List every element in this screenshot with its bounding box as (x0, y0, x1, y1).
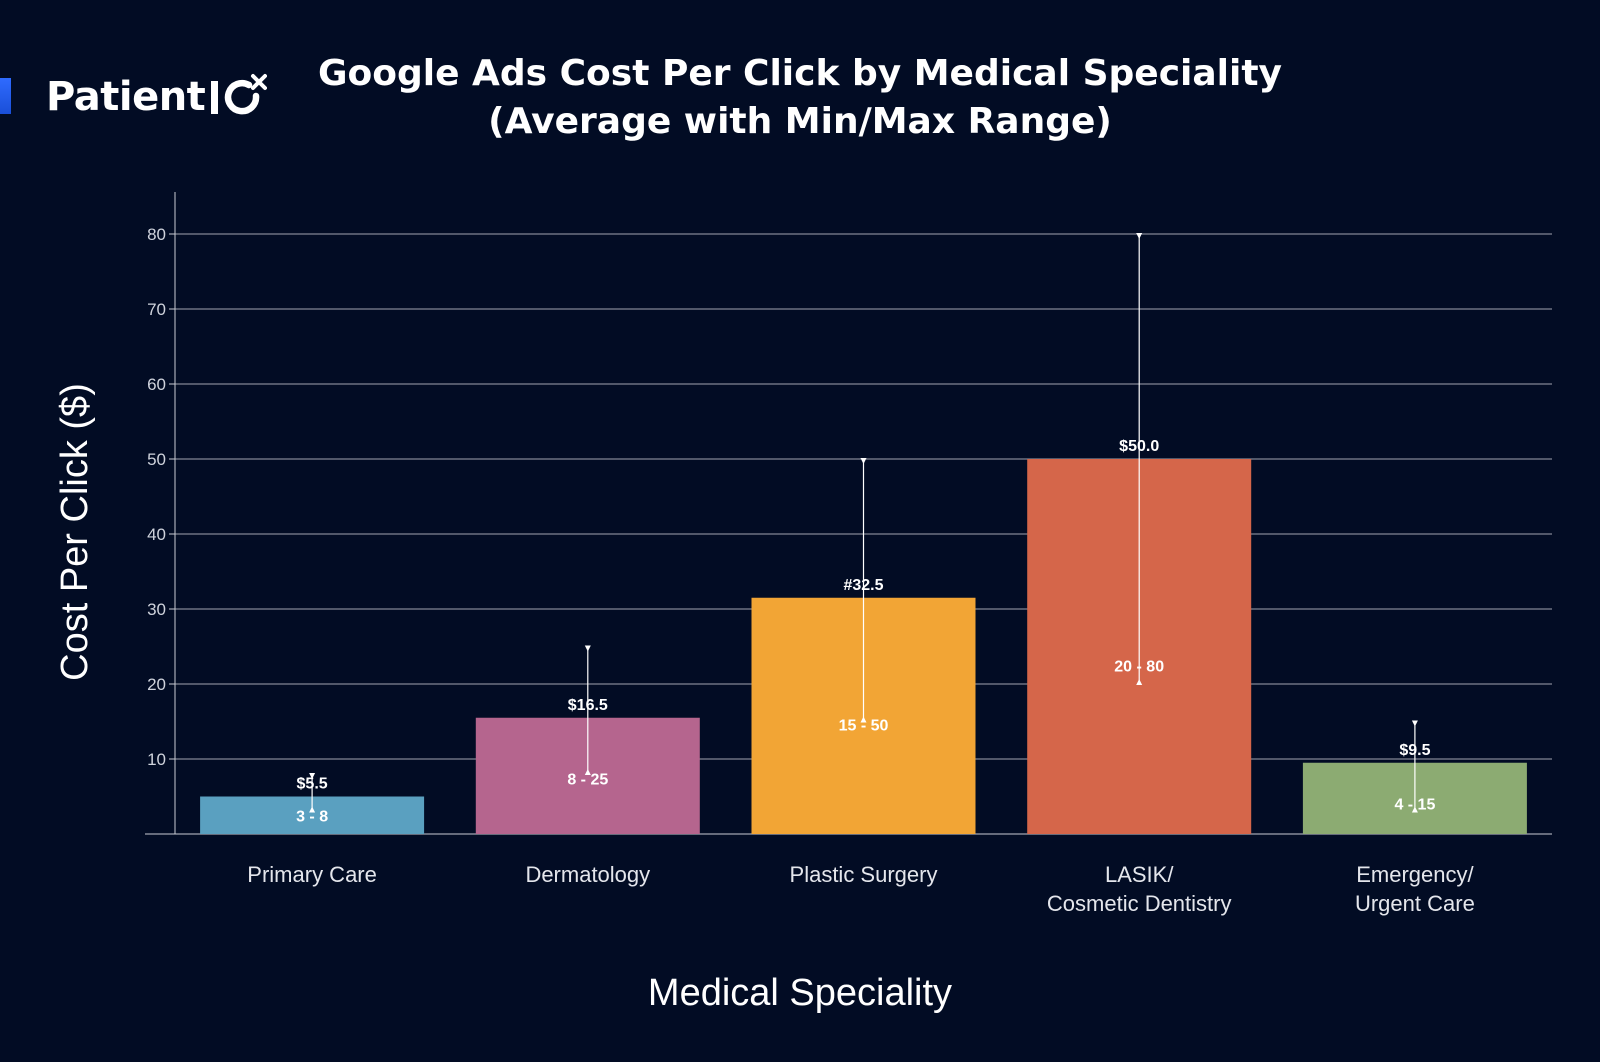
x-tick-label: Dermatology (525, 862, 650, 887)
y-tick-label: 70 (147, 300, 166, 319)
y-tick-label: 40 (147, 525, 166, 544)
logo-wordmark: Patient (46, 74, 206, 120)
y-tick-label: 60 (147, 375, 166, 394)
x-axis-title: Medical Speciality (648, 972, 952, 1014)
bar-range-label: 3 - 8 (296, 808, 328, 825)
error-bar-min-marker (309, 806, 316, 813)
x-tick-label: Primary Care (247, 862, 377, 887)
error-bar-max-marker (1411, 720, 1418, 727)
bar-range-label: 4 - 15 (1394, 797, 1435, 814)
x-tick-label: Urgent Care (1355, 891, 1475, 916)
error-bar-max-marker (309, 773, 316, 779)
error-bar-max-marker (860, 458, 867, 464)
brand-accent-bar (0, 78, 11, 114)
bar-range-label: 8 - 25 (567, 771, 608, 788)
error-bar-max-marker (1136, 233, 1143, 239)
y-tick-label: 20 (147, 675, 166, 694)
y-tick-label: 10 (147, 750, 166, 769)
bar-range-label: 15 - 50 (839, 717, 889, 734)
error-bar-max-marker (584, 645, 591, 652)
x-tick-label: Emergency/ (1356, 862, 1474, 887)
x-tick-label: LASIK/ (1105, 862, 1174, 887)
bar-value-label: $5.5 (297, 776, 328, 793)
error-bar-min-marker (584, 769, 591, 775)
bar-range-label: 20 - 80 (1114, 658, 1164, 675)
error-bar-min-marker (1411, 806, 1418, 813)
bar-value-label: #32.5 (843, 577, 883, 594)
bar-value-label: $9.5 (1399, 742, 1430, 759)
x-tick-label: Plastic Surgery (790, 862, 938, 887)
error-bar-min-marker (1136, 679, 1143, 685)
y-axis-title: Cost Per Click ($) (54, 383, 96, 681)
y-tick-label: 80 (147, 225, 166, 244)
patient-logo: Patient (46, 72, 268, 122)
bar-value-label: $50.0 (1119, 438, 1159, 455)
bar-value-label: $16.5 (568, 697, 608, 714)
chart-subtitle: (Average with Min/Max Range) (488, 101, 1112, 142)
logo-refresh-icon (211, 74, 268, 115)
y-tick-label: 50 (147, 450, 166, 469)
chart-title: Google Ads Cost Per Click by Medical Spe… (317, 53, 1283, 94)
x-tick-label: Cosmetic Dentistry (1047, 891, 1232, 916)
error-bar-min-marker (860, 716, 867, 723)
y-tick-label: 30 (147, 600, 166, 619)
